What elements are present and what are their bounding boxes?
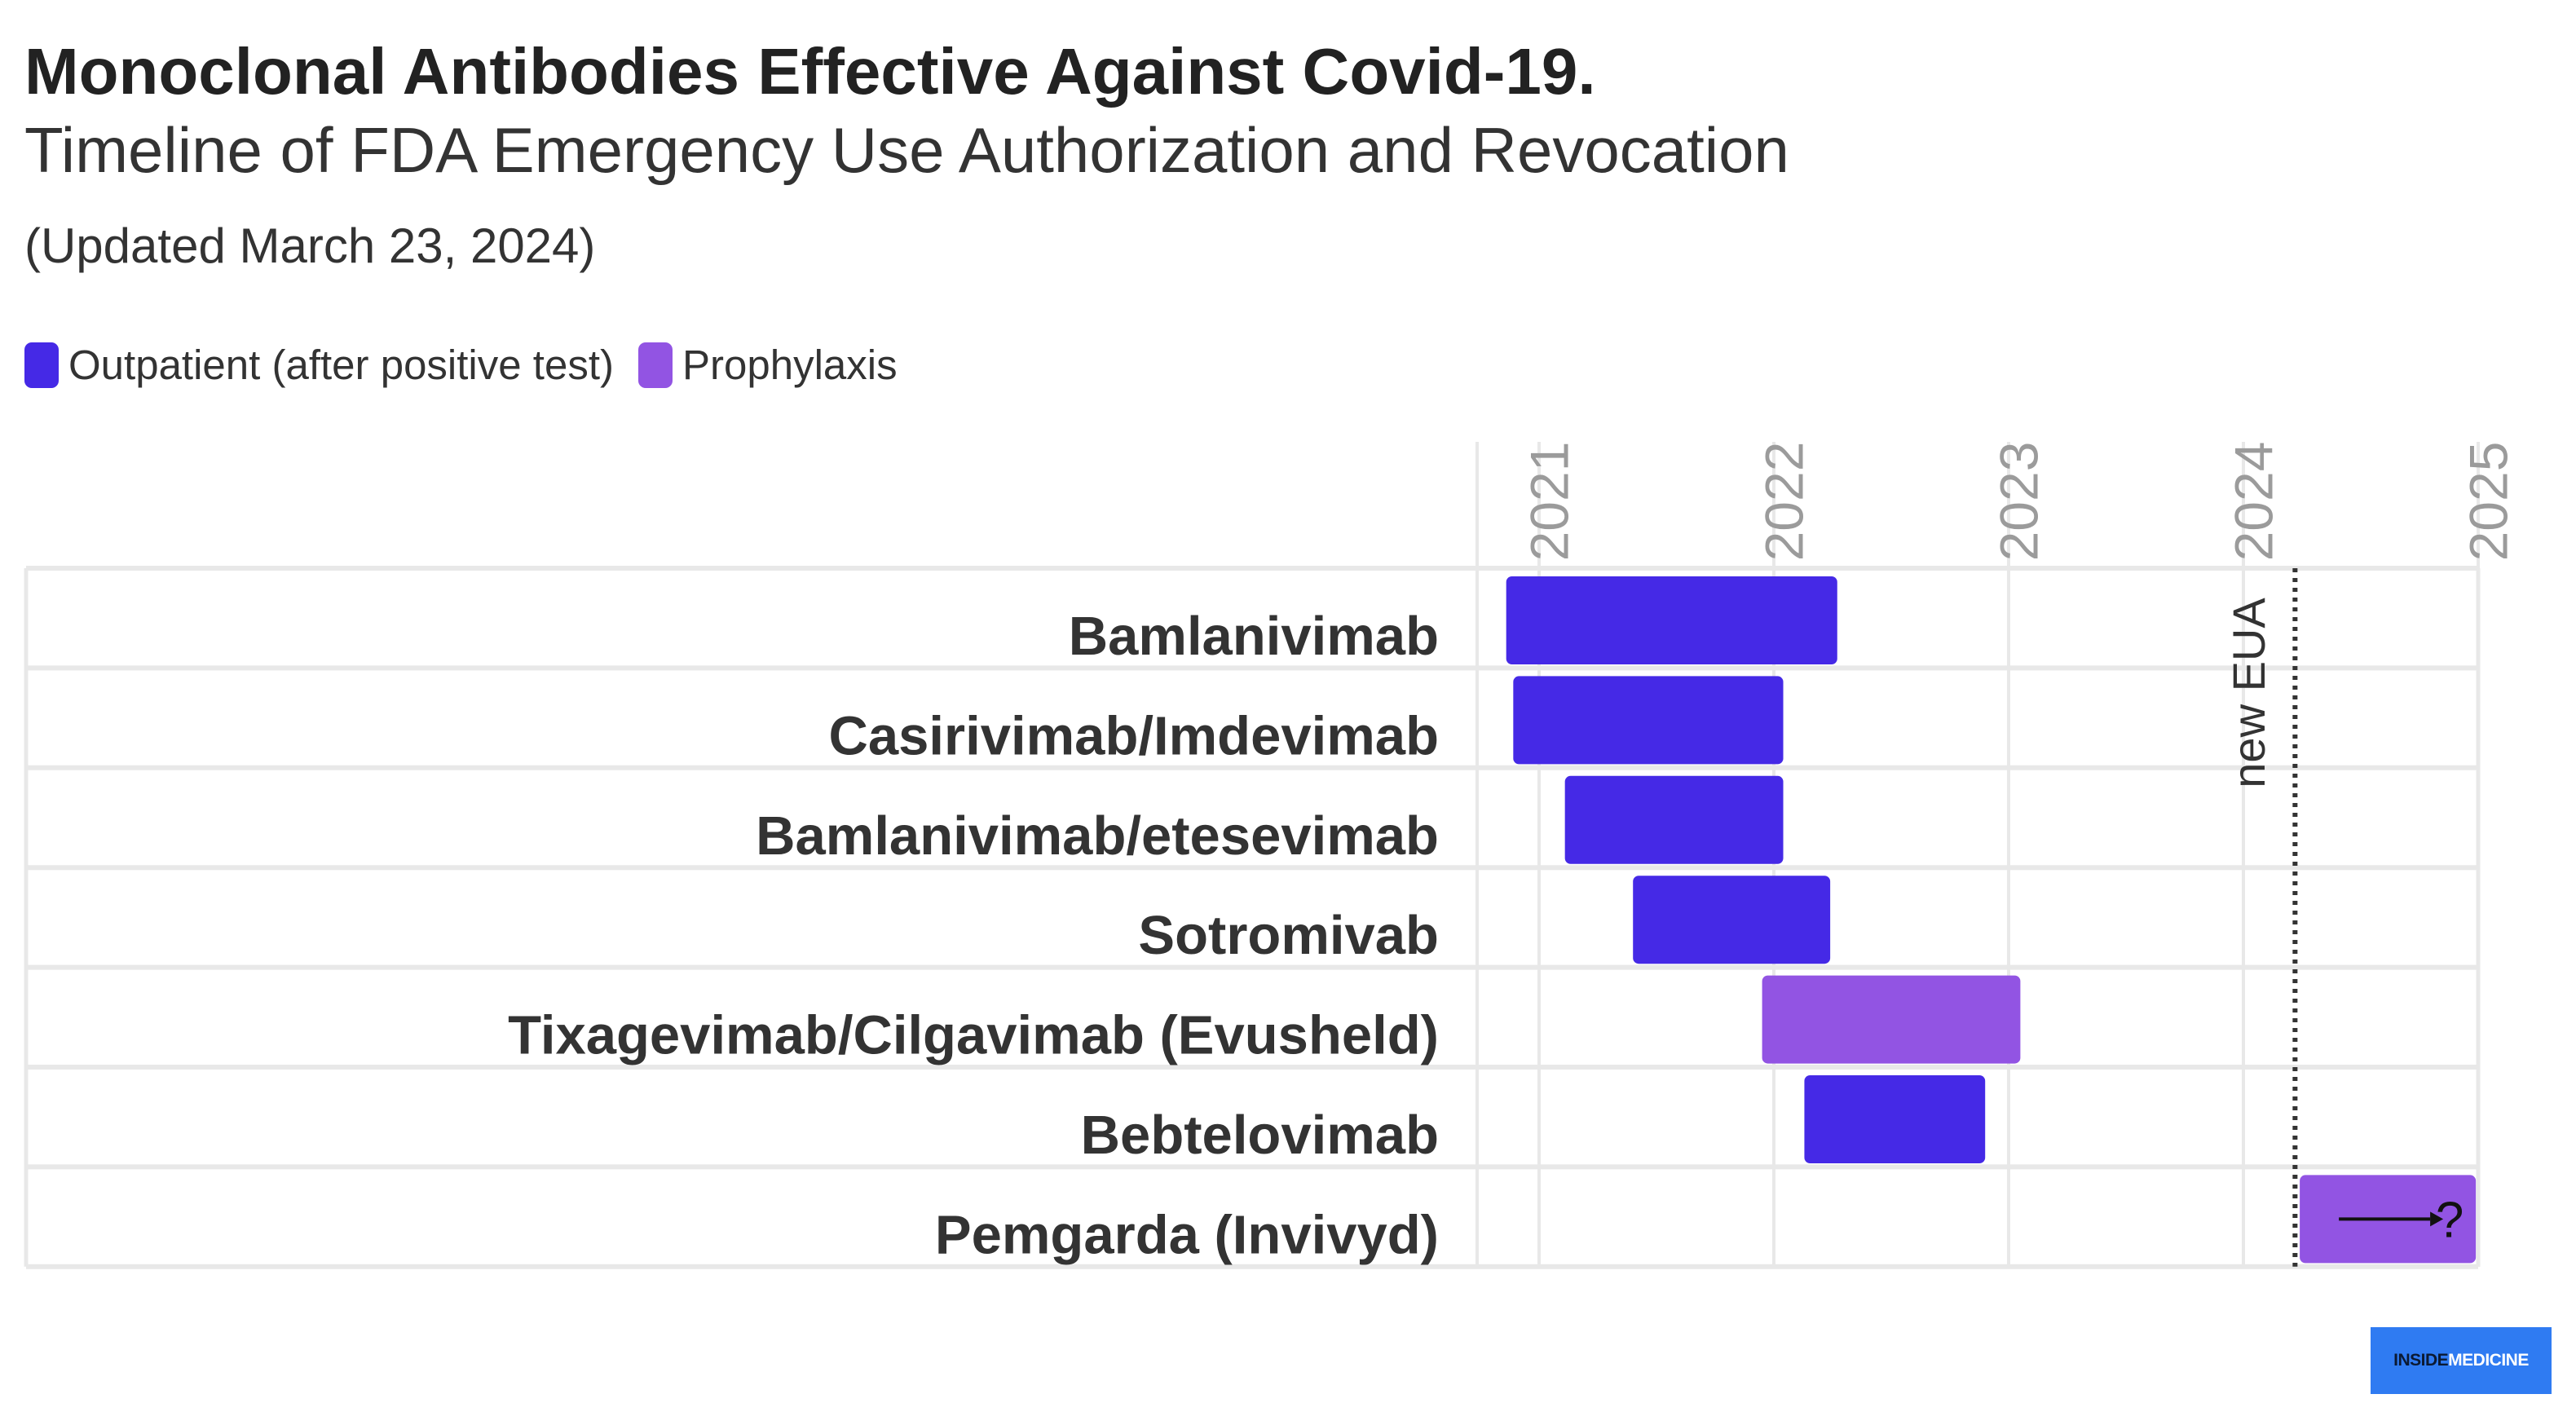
arrow-head xyxy=(2430,1211,2444,1227)
legend-swatch-prophylaxis xyxy=(637,342,673,388)
x-tick-label: 2023 xyxy=(1988,442,2049,562)
gantt-bar xyxy=(1804,1075,1986,1163)
reference-line-label: new EUA xyxy=(2223,598,2274,788)
row-label: Tixagevimab/Cilgavimab (Evusheld) xyxy=(508,1005,1439,1066)
gantt-bar xyxy=(1633,876,1831,964)
logo-suffix: MEDICINE xyxy=(2448,1351,2529,1370)
legend-label-prophylaxis: Prophylaxis xyxy=(681,342,898,388)
bar-annotation: ? xyxy=(2436,1192,2464,1248)
x-tick-label: 2024 xyxy=(2223,442,2283,562)
row-label: Bebtelovimab xyxy=(1081,1105,1439,1166)
logo-prefix: INSIDE xyxy=(2393,1351,2449,1370)
chart-title: Monoclonal Antibodies Effective Against … xyxy=(24,35,1596,108)
x-tick-label: 2025 xyxy=(2458,442,2518,562)
row-label: Bamlanivimab/etesevimab xyxy=(756,805,1439,867)
chart-header: Monoclonal Antibodies Effective Against … xyxy=(24,33,2389,276)
chart-subtitle: Timeline of FDA Emergency Use Authorizat… xyxy=(24,114,1789,186)
chart-legend: Outpatient (after positive test) Prophyl… xyxy=(24,341,922,389)
legend-label-outpatient: Outpatient (after positive test) xyxy=(68,342,614,388)
update-note: (Updated March 23, 2024) xyxy=(24,218,596,273)
x-tick-label: 2022 xyxy=(1753,442,1814,562)
gantt-bar xyxy=(1513,676,1784,765)
row-label: Casirivimab/Imdevimab xyxy=(829,705,1439,766)
gantt-bar xyxy=(1506,576,1837,664)
legend-item-outpatient: Outpatient (after positive test) xyxy=(24,341,614,389)
gantt-bar xyxy=(1564,775,1784,864)
gantt-bar xyxy=(1762,975,2021,1064)
legend-swatch-outpatient xyxy=(24,342,59,388)
inside-medicine-logo: INSIDE MEDICINE xyxy=(2371,1327,2552,1394)
row-label: Bamlanivimab xyxy=(1069,606,1439,667)
row-label: Pemgarda (Invivyd) xyxy=(935,1204,1439,1265)
legend-item-prophylaxis: Prophylaxis xyxy=(637,341,898,389)
x-tick-label: 2021 xyxy=(1519,442,1579,562)
row-label: Sotromivab xyxy=(1138,905,1439,966)
